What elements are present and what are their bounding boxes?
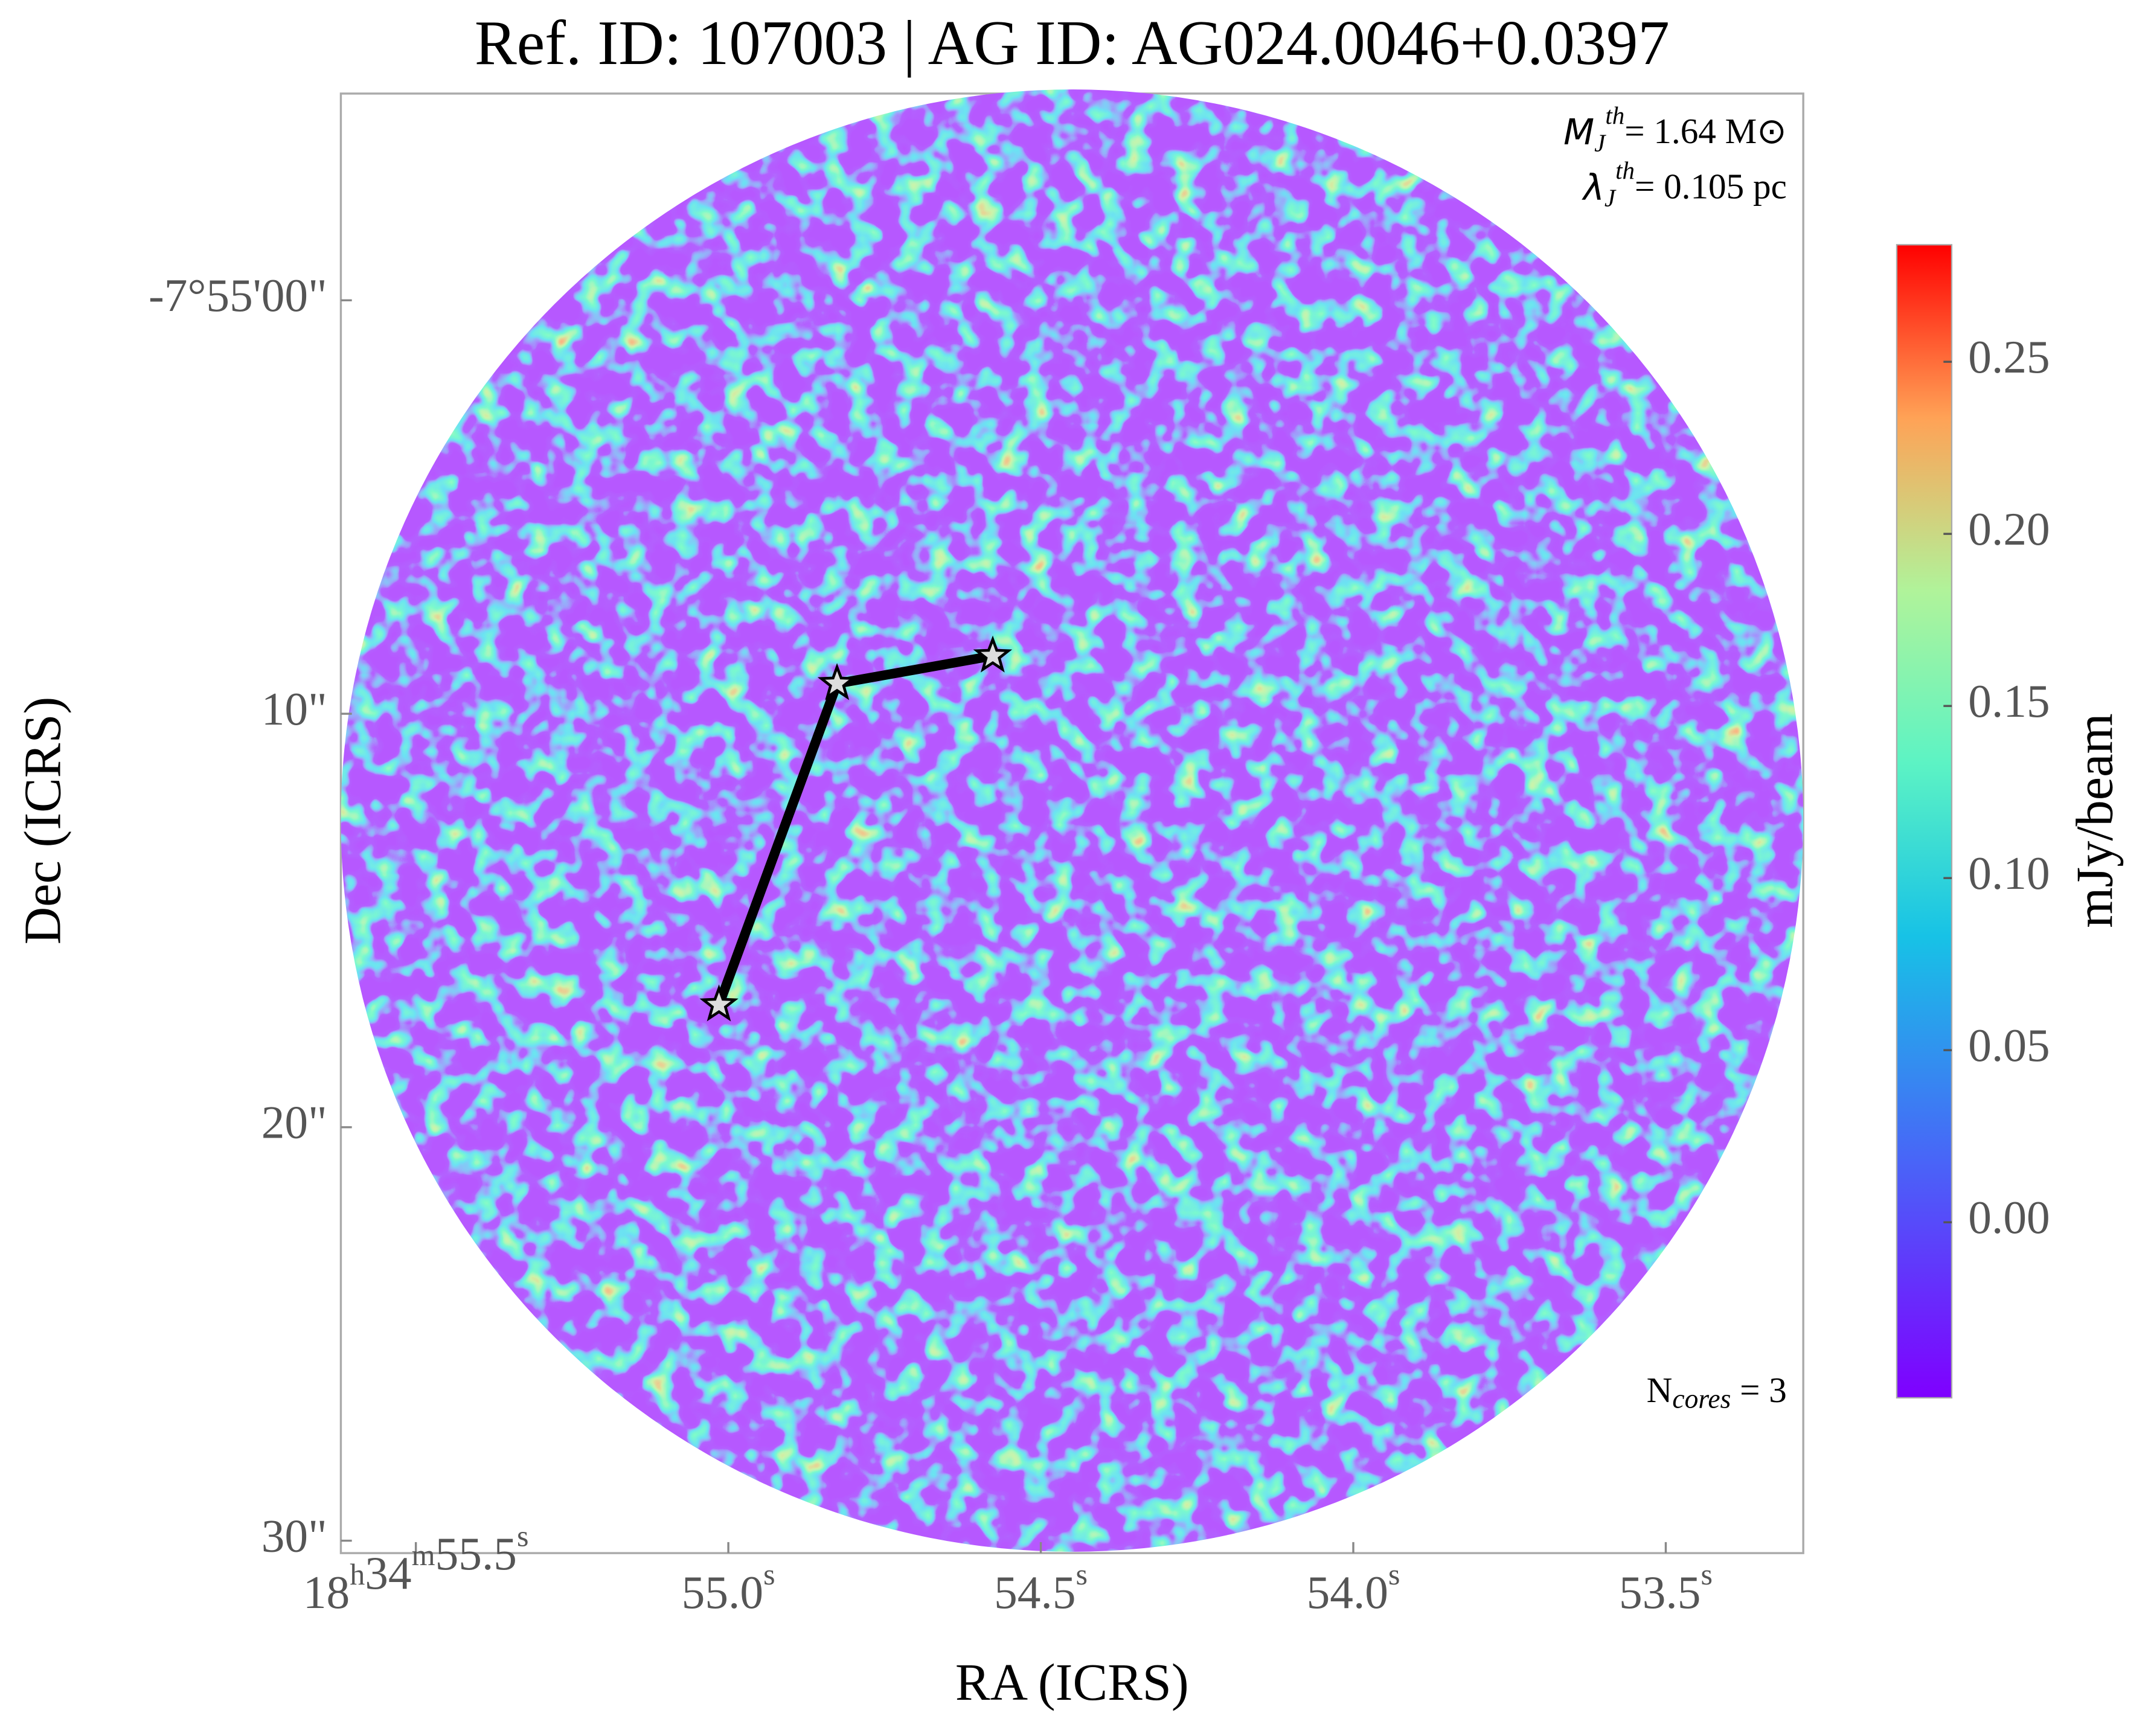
colorbar-tick-label: 0.25 (1968, 331, 2050, 383)
unit-sup: h (350, 1558, 365, 1592)
value: = 0.105 pc (1635, 166, 1787, 206)
colorbar-tick-label: 0.05 (1968, 1019, 2050, 1071)
digits: 55.5 (435, 1528, 517, 1580)
symbol: N (1647, 1370, 1673, 1410)
sub: cores (1672, 1383, 1731, 1414)
unit-sup: s (1388, 1558, 1400, 1592)
chart-title: Ref. ID: 107003 | AG ID: AG024.0046+0.03… (475, 8, 1670, 78)
core (973, 635, 1013, 673)
value: = 1.64 M⊙ (1624, 111, 1787, 151)
x-axis-label: RA (ICRS) (955, 1653, 1189, 1711)
x-tick-label: 53.5s (1619, 1558, 1713, 1618)
y-tick-label: 10" (261, 683, 327, 735)
colorbar-tick-label: 0.00 (1968, 1191, 2050, 1243)
colorbar-label: mJy/beam (2066, 713, 2124, 927)
y-axis-label: Dec (ICRS) (14, 697, 72, 945)
x-tick-label: 55.0s (682, 1558, 775, 1618)
colorbar (1896, 244, 1953, 1399)
x-tick-label: 54.5s (994, 1558, 1088, 1618)
symbol: λ (1582, 166, 1604, 208)
core (817, 663, 857, 700)
unit-sup: s (763, 1558, 775, 1592)
unit-sup: s (1076, 1558, 1088, 1592)
x-tick-label: 54.0s (1307, 1558, 1400, 1618)
unit-sup: s (517, 1519, 528, 1553)
sub: J (1604, 184, 1617, 212)
colorbar-tick-label: 0.20 (1968, 503, 2050, 555)
y-tick-label: 30" (261, 1510, 327, 1561)
digits: 53.5 (1619, 1566, 1701, 1618)
digits: 54.0 (1307, 1566, 1388, 1618)
intensity-map (341, 89, 1804, 1552)
y-tick-label: -7°55'00" (149, 269, 327, 321)
unit-sup: s (1701, 1558, 1712, 1592)
digits: 55.0 (682, 1566, 763, 1618)
jeans-length: λJth= 0.105 pc (1582, 156, 1787, 212)
digits: 18 (303, 1566, 350, 1618)
digits: 54.5 (994, 1566, 1076, 1618)
colorbar-tick-label: 0.10 (1968, 847, 2050, 899)
unit-sup: m (412, 1539, 435, 1572)
sup: th (1605, 101, 1624, 129)
sub: J (1594, 129, 1606, 157)
sup: th (1615, 156, 1635, 184)
n-cores: Ncores = 3 (1647, 1370, 1787, 1415)
colorbar-tick-label: 0.15 (1968, 675, 2050, 727)
core (699, 984, 739, 1022)
value: = 3 (1731, 1370, 1787, 1410)
map (341, 89, 1804, 1552)
digits: 34 (365, 1547, 411, 1599)
symbol: M (1563, 111, 1594, 153)
jeans-mass: MJth= 1.64 M⊙ (1563, 101, 1787, 157)
y-tick-label: 20" (261, 1097, 327, 1148)
x-tick-label: 18h34m55.5s (303, 1519, 529, 1618)
